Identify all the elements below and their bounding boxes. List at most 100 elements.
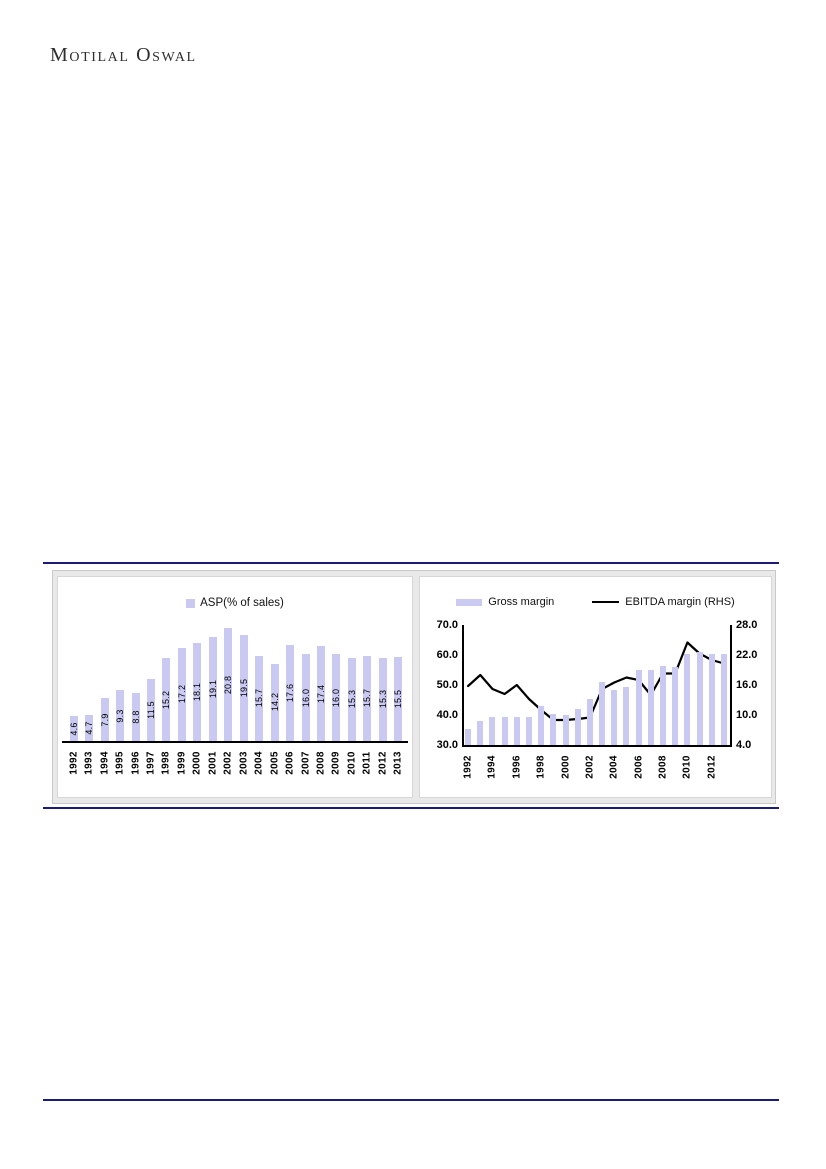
gross-margin-bar xyxy=(562,715,569,745)
asp-x-axis-line xyxy=(62,741,408,743)
gross-margin-bar xyxy=(660,665,666,745)
gross-margin-bar xyxy=(647,670,654,745)
gross-margin-bar xyxy=(708,653,715,745)
asp-bar xyxy=(363,655,372,741)
gross-margin-bar xyxy=(611,689,618,745)
asp-year-label: 2007 xyxy=(300,751,312,775)
asp-bar xyxy=(317,646,325,741)
margin-legend: Gross margin EBITDA margin (RHS) xyxy=(420,596,771,608)
asp-year-label: 2013 xyxy=(392,751,404,775)
asp-bar-label: 15.2 xyxy=(161,690,172,709)
asp-bar-label: 17.4 xyxy=(316,684,326,703)
margin-year-label: 2000 xyxy=(560,755,572,779)
ebitda-legend-label: EBITDA margin (RHS) xyxy=(625,596,735,608)
asp-year-label: 2004 xyxy=(253,751,265,775)
gross-margin-legend-label: Gross margin xyxy=(488,596,555,608)
asp-year-label: 2001 xyxy=(207,751,219,775)
asp-legend-label: ASP(% of sales) xyxy=(200,597,284,609)
asp-bar xyxy=(286,645,295,741)
asp-bar xyxy=(85,715,94,741)
asp-bar-label: 20.8 xyxy=(223,675,234,694)
ebitda-line xyxy=(466,641,725,722)
gross-margin-bar xyxy=(477,721,484,745)
asp-bar-label: 17.2 xyxy=(176,685,187,704)
margin-year-label: 1998 xyxy=(535,755,547,779)
margin-right-axis-line xyxy=(730,625,732,746)
asp-year-label: 1994 xyxy=(99,751,111,775)
gross-margin-swatch-icon xyxy=(456,598,483,606)
margin-year-label: 2008 xyxy=(657,755,669,779)
asp-year-label: 2012 xyxy=(377,751,389,775)
asp-bar-label: 15.5 xyxy=(393,689,404,709)
asp-year-label: 1996 xyxy=(130,751,142,775)
exhibit-rule-bottom xyxy=(43,807,779,809)
asp-year-label: 2009 xyxy=(330,751,342,775)
left-axis-tick: 70.0 xyxy=(436,619,458,631)
asp-bar-label: 19.1 xyxy=(207,679,218,699)
asp-year-label: 2000 xyxy=(191,751,203,775)
asp-year-label: 2011 xyxy=(361,751,373,775)
right-axis-tick: 22.0 xyxy=(736,649,758,661)
gross-margin-bar xyxy=(672,667,679,745)
gross-margin-bar xyxy=(513,716,520,745)
asp-year-label: 2005 xyxy=(269,751,281,775)
asp-bar xyxy=(193,642,202,741)
gross-margin-bar xyxy=(550,713,557,745)
asp-bar xyxy=(162,658,171,741)
brand-logo: Motilal Oswal xyxy=(50,44,197,66)
asp-year-label: 1997 xyxy=(145,751,157,775)
gross-margin-bar xyxy=(574,709,581,745)
asp-bar xyxy=(224,628,233,741)
margin-chart-panel: Gross margin EBITDA margin (RHS) 70.0 60.… xyxy=(419,576,772,798)
asp-year-label: 2003 xyxy=(238,751,250,775)
asp-bar-label: 18.1 xyxy=(192,682,203,701)
asp-bar xyxy=(177,647,186,741)
asp-plot: 4.6 1992 4.7 1993 7.9 1994 9.3 1995 8.8 1996 11.5 1… xyxy=(58,577,412,797)
margin-year-label: 1992 xyxy=(462,755,474,779)
asp-bar-label: 11.5 xyxy=(146,700,156,719)
asp-bar-label: 4.6 xyxy=(68,721,79,736)
gross-margin-bar xyxy=(684,653,691,745)
asp-bar-label: 8.8 xyxy=(130,710,141,724)
margin-year-label: 2004 xyxy=(608,755,620,779)
gross-margin-bar xyxy=(586,698,593,745)
exhibit-rule-top xyxy=(43,562,779,564)
gross-margin-bar xyxy=(696,652,703,745)
asp-year-label: 1993 xyxy=(83,751,95,775)
gross-margin-bar xyxy=(489,716,496,745)
right-axis-tick: 4.0 xyxy=(736,739,752,751)
gross-margin-bar xyxy=(538,706,545,745)
asp-year-label: 2008 xyxy=(315,751,327,775)
charts-box: ASP(% of sales) 4.6 1992 4.7 1993 7.9 1994 9.3… xyxy=(52,570,776,804)
asp-year-label: 2010 xyxy=(346,751,358,775)
right-axis-tick: 10.0 xyxy=(736,709,758,721)
asp-bar xyxy=(100,698,109,741)
ebitda-line-svg xyxy=(466,641,725,722)
margin-x-axis-line xyxy=(462,745,732,747)
left-axis-tick: 50.0 xyxy=(436,679,458,691)
margin-year-label: 2012 xyxy=(706,755,718,779)
left-axis-tick: 60.0 xyxy=(436,649,458,661)
asp-year-label: 2002 xyxy=(222,751,234,775)
asp-bar xyxy=(332,654,341,741)
asp-chart-panel: ASP(% of sales) 4.6 1992 4.7 1993 7.9 1994 9.3… xyxy=(57,576,413,798)
asp-bar-label: 4.7 xyxy=(84,721,95,735)
gross-margin-bar xyxy=(635,670,642,745)
gross-margin-bar xyxy=(465,728,472,745)
bar-swatch-icon xyxy=(186,598,196,608)
asp-bar-label: 15.3 xyxy=(377,690,388,709)
asp-bar-label: 17.6 xyxy=(285,684,296,703)
margin-year-label: 2010 xyxy=(681,755,693,779)
ebitda-line-swatch-icon xyxy=(592,601,620,603)
margin-year-label: 2006 xyxy=(633,755,645,779)
gross-margin-bar xyxy=(623,686,630,745)
margin-left-axis-line xyxy=(462,625,464,746)
asp-bar xyxy=(116,690,125,741)
asp-bar xyxy=(347,657,356,741)
asp-bar xyxy=(131,693,140,741)
asp-bar-label: 16.0 xyxy=(300,688,311,707)
asp-bar xyxy=(378,657,387,741)
asp-bar xyxy=(255,655,264,741)
asp-bar xyxy=(270,663,279,741)
